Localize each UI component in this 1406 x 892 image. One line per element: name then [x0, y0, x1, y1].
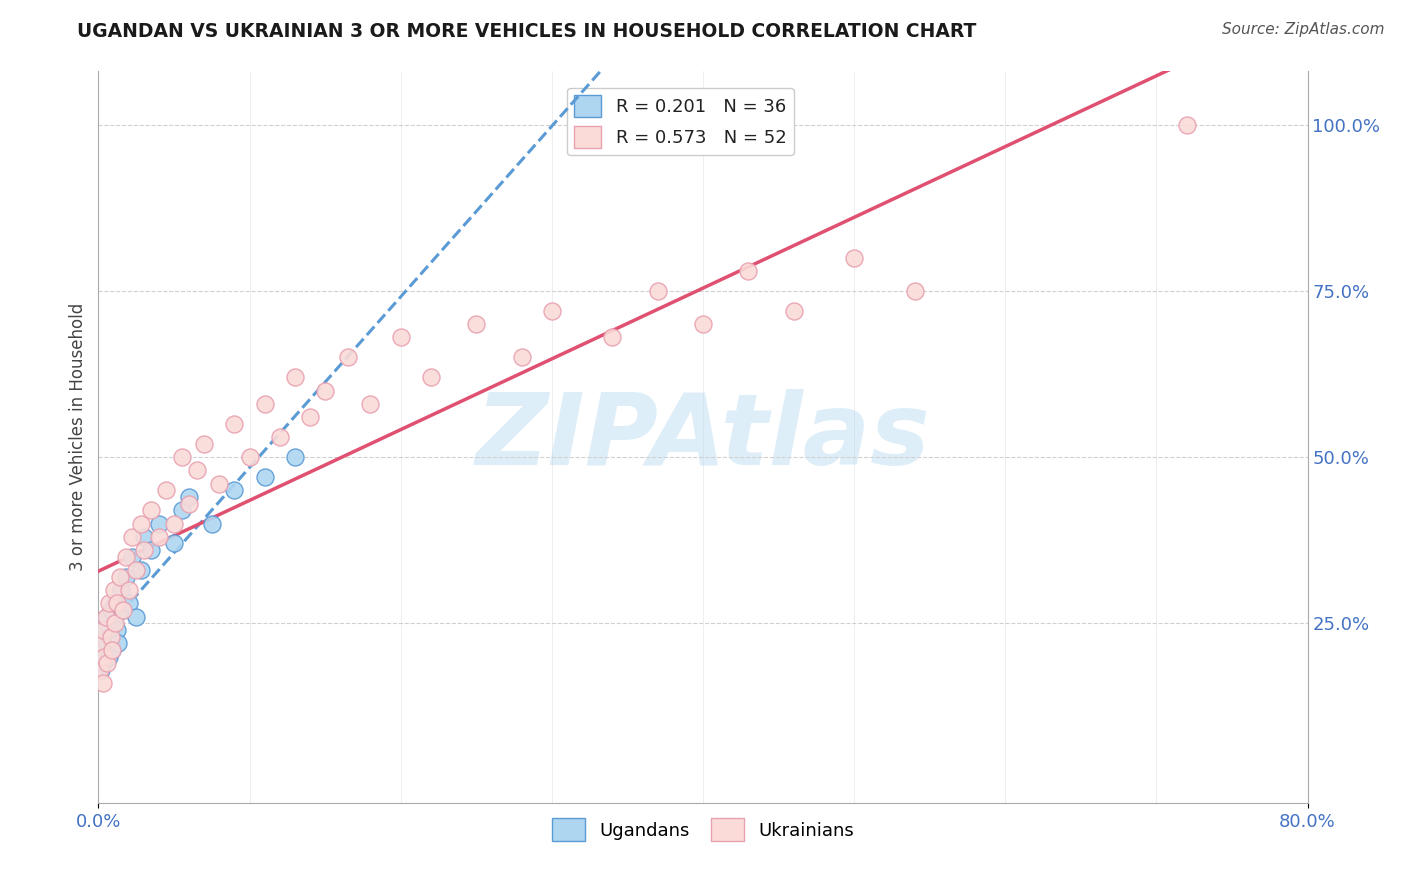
- Point: [91, 623, 114, 637]
- Point: [129, 516, 152, 531]
- Point: [148, 530, 170, 544]
- Point: [111, 603, 134, 617]
- Point: [510, 351, 533, 365]
- Point: [94, 649, 117, 664]
- Point: [98, 649, 121, 664]
- Point: [224, 417, 246, 431]
- Point: [114, 549, 136, 564]
- Point: [93, 630, 115, 644]
- Point: [118, 582, 141, 597]
- Point: [284, 450, 307, 464]
- Point: [107, 636, 129, 650]
- Point: [299, 410, 322, 425]
- Point: [284, 370, 307, 384]
- Point: [90, 636, 112, 650]
- Point: [420, 370, 443, 384]
- Point: [1175, 118, 1198, 132]
- Point: [132, 530, 155, 544]
- Point: [904, 284, 927, 298]
- Point: [125, 609, 148, 624]
- Point: [98, 596, 121, 610]
- Point: [96, 636, 118, 650]
- Point: [101, 643, 124, 657]
- Point: [155, 483, 177, 498]
- Point: [100, 630, 122, 644]
- Point: [111, 603, 134, 617]
- Text: ZIPAtlas: ZIPAtlas: [475, 389, 931, 485]
- Point: [91, 616, 114, 631]
- Point: [89, 649, 111, 664]
- Point: [647, 284, 669, 298]
- Point: [239, 450, 262, 464]
- Point: [101, 643, 124, 657]
- Point: [465, 317, 488, 331]
- Point: [602, 330, 624, 344]
- Point: [148, 516, 170, 531]
- Point: [170, 450, 193, 464]
- Legend: Ugandans, Ukrainians: Ugandans, Ukrainians: [546, 811, 860, 848]
- Point: [783, 303, 806, 318]
- Point: [336, 351, 359, 365]
- Point: [93, 649, 115, 664]
- Point: [90, 663, 112, 677]
- Point: [94, 609, 117, 624]
- Point: [121, 549, 143, 564]
- Point: [360, 397, 382, 411]
- Point: [692, 317, 714, 331]
- Point: [737, 264, 759, 278]
- Point: [114, 570, 136, 584]
- Point: [129, 563, 152, 577]
- Point: [121, 530, 143, 544]
- Point: [96, 656, 118, 670]
- Point: [90, 636, 112, 650]
- Point: [100, 603, 122, 617]
- Text: UGANDAN VS UKRAINIAN 3 OR MORE VEHICLES IN HOUSEHOLD CORRELATION CHART: UGANDAN VS UKRAINIAN 3 OR MORE VEHICLES …: [77, 22, 977, 41]
- Point: [179, 497, 201, 511]
- Point: [253, 397, 276, 411]
- Point: [96, 609, 118, 624]
- Point: [269, 430, 291, 444]
- Point: [224, 483, 246, 498]
- Point: [93, 643, 115, 657]
- Point: [186, 463, 208, 477]
- Point: [163, 516, 186, 531]
- Point: [103, 582, 125, 597]
- Text: Source: ZipAtlas.com: Source: ZipAtlas.com: [1222, 22, 1385, 37]
- Point: [104, 616, 127, 631]
- Point: [91, 656, 114, 670]
- Point: [389, 330, 412, 344]
- Point: [201, 516, 224, 531]
- Point: [170, 503, 193, 517]
- Point: [125, 563, 148, 577]
- Point: [141, 503, 163, 517]
- Point: [314, 384, 336, 398]
- Point: [193, 436, 215, 450]
- Point: [141, 543, 163, 558]
- Point: [104, 596, 127, 610]
- Point: [91, 676, 114, 690]
- Point: [98, 630, 121, 644]
- Point: [108, 570, 131, 584]
- Point: [103, 616, 125, 631]
- Point: [844, 251, 866, 265]
- Point: [253, 470, 276, 484]
- Point: [208, 476, 231, 491]
- Point: [105, 596, 128, 610]
- Point: [118, 596, 141, 610]
- Point: [163, 536, 186, 550]
- Point: [94, 623, 117, 637]
- Point: [540, 303, 562, 318]
- Point: [179, 490, 201, 504]
- Point: [105, 623, 128, 637]
- Point: [132, 543, 155, 558]
- Point: [89, 663, 111, 677]
- Y-axis label: 3 or more Vehicles in Household: 3 or more Vehicles in Household: [69, 303, 87, 571]
- Point: [110, 582, 132, 597]
